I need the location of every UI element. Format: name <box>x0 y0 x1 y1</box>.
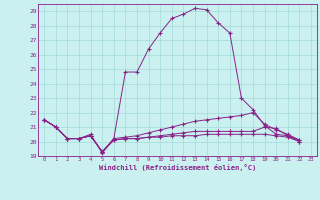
X-axis label: Windchill (Refroidissement éolien,°C): Windchill (Refroidissement éolien,°C) <box>99 164 256 171</box>
